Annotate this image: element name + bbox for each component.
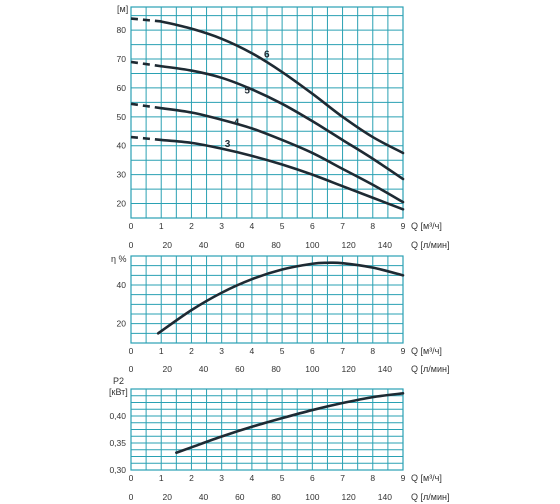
- x-tick-label: 8: [370, 473, 375, 483]
- x2-tick-label: 0: [129, 240, 134, 250]
- series-line-4: [159, 106, 405, 204]
- plot-frame: [130, 6, 404, 219]
- x-axis-label: Q [м³/ч]: [411, 473, 442, 483]
- x2-tick-label: 80: [271, 364, 281, 374]
- y-axis-label: [кВт]: [109, 387, 128, 397]
- y-axis-label: [м]: [117, 4, 128, 14]
- x2-tick-label: 120: [342, 364, 356, 374]
- series-6-extrapolation: [130, 17, 162, 23]
- x2-tick-label: 0: [129, 364, 134, 374]
- x-tick-label: 7: [340, 473, 345, 483]
- x-tick-label: 0: [129, 221, 134, 231]
- y-tick-label: 80: [117, 25, 127, 35]
- curve-label-6: 6: [264, 50, 270, 61]
- x2-axis-label: Q [л/мин]: [411, 492, 449, 502]
- x-tick-label: 2: [189, 473, 194, 483]
- x2-tick-label: 20: [163, 240, 173, 250]
- plot-frame: [130, 255, 404, 344]
- y-tick-label: 40: [117, 141, 127, 151]
- x-tick-label: 4: [250, 346, 255, 356]
- x2-tick-label: 100: [305, 240, 319, 250]
- x2-tick-label: 20: [163, 492, 173, 502]
- series-line-3: [159, 138, 405, 211]
- x2-axis-label: Q [л/мин]: [411, 364, 449, 374]
- y-tick-label: 60: [117, 83, 127, 93]
- y-tick-label: 70: [117, 54, 127, 64]
- x-tick-label: 1: [159, 473, 164, 483]
- x2-tick-label: 0: [129, 492, 134, 502]
- x-tick-label: 4: [250, 473, 255, 483]
- x2-tick-label: 40: [199, 492, 209, 502]
- y-tick-label: 30: [117, 170, 127, 180]
- y-tick-label: 50: [117, 112, 127, 122]
- x-tick-label: 7: [340, 346, 345, 356]
- x-tick-label: 6: [310, 346, 315, 356]
- x2-tick-label: 120: [342, 492, 356, 502]
- x2-tick-label: 100: [305, 492, 319, 502]
- x2-tick-label: 140: [378, 240, 392, 250]
- x-tick-label: 3: [219, 346, 224, 356]
- x-tick-label: 6: [310, 473, 315, 483]
- x-tick-label: 0: [129, 473, 134, 483]
- x-tick-label: 2: [189, 346, 194, 356]
- x-tick-label: 8: [370, 221, 375, 231]
- x2-tick-label: 60: [235, 240, 245, 250]
- series-4-extrapolation: [130, 102, 162, 110]
- x-tick-label: 3: [219, 473, 224, 483]
- x-tick-label: 0: [129, 346, 134, 356]
- x2-tick-label: 20: [163, 364, 173, 374]
- series-line: [156, 261, 405, 335]
- x2-tick-label: 80: [271, 492, 281, 502]
- x-tick-label: 5: [280, 346, 285, 356]
- curve-label-5: 5: [244, 86, 250, 97]
- x-axis-label: Q [м³/ч]: [411, 346, 442, 356]
- efficiency-chart: 20 40 η % 0 1 2 3 4 5 6 7 8 9 Q [м³/ч] 0 20 40 60 80 100 120…: [111, 254, 449, 374]
- series-line-5: [159, 64, 405, 181]
- x-tick-label: 4: [250, 221, 255, 231]
- y-tick-label: 0,30: [109, 465, 126, 475]
- x-tick-label: 9: [401, 473, 406, 483]
- x-tick-label: 8: [370, 346, 375, 356]
- series-line: [175, 392, 405, 455]
- x-axis-label: Q [м³/ч]: [411, 221, 442, 231]
- x2-tick-label: 40: [199, 240, 209, 250]
- curve-label-3: 3: [225, 139, 231, 150]
- y-tick-label: 40: [117, 280, 127, 290]
- x2-axis-label: Q [л/мин]: [411, 240, 449, 250]
- curve-label-4: 4: [234, 118, 240, 129]
- y-tick-label: 20: [117, 319, 127, 329]
- x2-tick-label: 60: [235, 492, 245, 502]
- power-chart: 0,30 0,35 0,40 P2[кВт] 0 1 2 3 4 5 6 7 8 9 Q [м³/ч] 0 20…: [109, 376, 449, 502]
- x2-tick-label: 60: [235, 364, 245, 374]
- x-tick-label: 1: [159, 221, 164, 231]
- y-axis-label-top: P2: [113, 376, 124, 386]
- x-tick-label: 9: [401, 346, 406, 356]
- x-tick-label: 5: [280, 473, 285, 483]
- series-5-extrapolation: [130, 60, 162, 68]
- x2-tick-label: 40: [199, 364, 209, 374]
- x2-tick-label: 120: [342, 240, 356, 250]
- y-axis-label: η %: [111, 254, 127, 264]
- x2-tick-label: 100: [305, 364, 319, 374]
- series-3-extrapolation: [130, 135, 162, 142]
- x-tick-label: 3: [219, 221, 224, 231]
- y-tick-label: 0,40: [109, 411, 126, 421]
- y-tick-label: 0,35: [109, 438, 126, 448]
- x-tick-label: 7: [340, 221, 345, 231]
- x-tick-label: 2: [189, 221, 194, 231]
- x-tick-label: 9: [401, 221, 406, 231]
- x-tick-label: 1: [159, 346, 164, 356]
- y-tick-label: 20: [117, 199, 127, 209]
- x2-tick-label: 80: [271, 240, 281, 250]
- x-tick-label: 5: [280, 221, 285, 231]
- x2-tick-label: 140: [378, 492, 392, 502]
- plot-frame: [130, 388, 404, 471]
- series-line-6: [159, 20, 405, 155]
- x-tick-label: 6: [310, 221, 315, 231]
- x2-tick-label: 140: [378, 364, 392, 374]
